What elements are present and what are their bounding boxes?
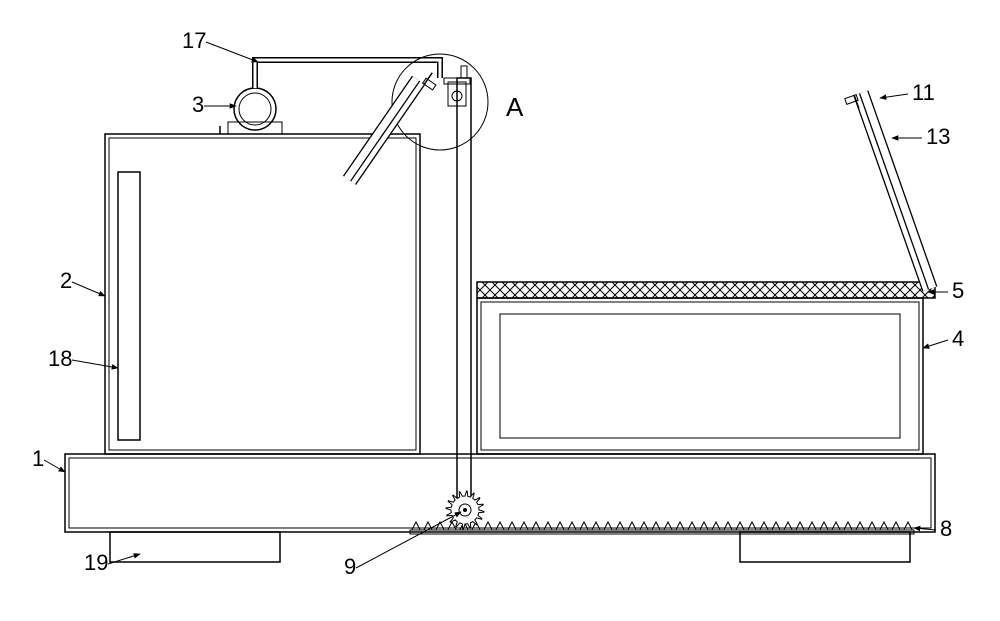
label-17: 17	[182, 28, 206, 53]
leader-17	[206, 42, 258, 62]
label-5: 5	[952, 278, 964, 303]
left-flap	[423, 78, 436, 90]
right-tray	[477, 298, 923, 454]
label-8: 8	[940, 516, 952, 541]
label-11: 11	[912, 80, 935, 105]
foot-0	[110, 532, 280, 562]
leader-11	[880, 94, 908, 98]
label-2: 2	[60, 268, 72, 293]
inner-panel	[500, 314, 900, 438]
leader-2	[72, 282, 105, 296]
label-19: 19	[84, 550, 108, 575]
foot-1	[740, 532, 910, 562]
mesh-band	[477, 282, 935, 298]
label-18: 18	[48, 346, 72, 371]
leader-9	[356, 512, 461, 568]
left-tank	[105, 134, 420, 454]
label-4: 4	[952, 326, 964, 351]
labels-group: 1 2 3 4 5 8 9 11 13 17 18 19 A	[32, 28, 964, 579]
rack-teeth	[412, 522, 912, 530]
label-3: 3	[192, 92, 204, 117]
pump-base	[228, 122, 282, 134]
diagram-root	[65, 54, 935, 562]
base-plate	[65, 454, 935, 532]
label-13: 13	[926, 124, 950, 149]
label-9: 9	[344, 554, 356, 579]
label-1: 1	[32, 446, 44, 471]
pump-gauge	[234, 88, 276, 130]
label-A: A	[506, 92, 524, 122]
leader-18	[72, 360, 118, 368]
left-slot	[118, 172, 140, 440]
leader-4	[923, 340, 948, 348]
center-pole	[457, 78, 471, 508]
leader-1	[44, 460, 65, 472]
